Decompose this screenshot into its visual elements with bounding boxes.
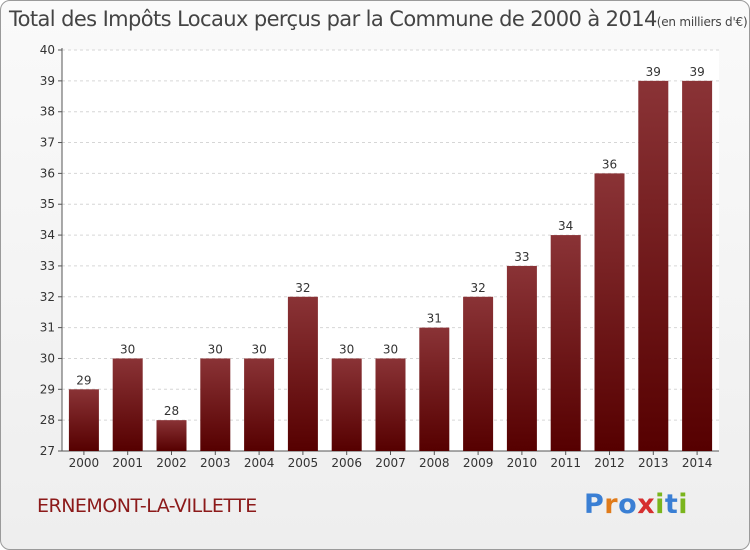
x-tick-label-2012: 2012 [594, 456, 625, 470]
x-tick-label-2008: 2008 [419, 456, 450, 470]
logo-letter: r [604, 489, 619, 520]
x-tick-label-2004: 2004 [244, 456, 275, 470]
data-label-2008: 31 [427, 312, 442, 326]
x-tick-label-2013: 2013 [638, 456, 669, 470]
bar-2007 [375, 358, 406, 451]
y-tick-label: 36 [40, 166, 55, 180]
proxiti-logo: Proxiti [584, 489, 688, 520]
x-tick-label-2011: 2011 [550, 456, 581, 470]
x-tick-label-2007: 2007 [375, 456, 406, 470]
x-tick-label-2000: 2000 [69, 456, 100, 470]
data-label-2009: 32 [470, 281, 485, 295]
y-tick-label: 35 [40, 197, 55, 211]
y-tick-label: 28 [40, 413, 55, 427]
y-tick-label: 30 [40, 351, 55, 365]
logo-letter: t [664, 489, 679, 520]
y-tick-label: 40 [40, 43, 55, 57]
bar-2005 [287, 296, 318, 451]
bar-2013 [638, 80, 669, 451]
x-tick-label-2014: 2014 [682, 456, 713, 470]
data-label-2001: 30 [120, 342, 135, 356]
y-tick-label: 33 [40, 259, 55, 273]
x-tick-label-2003: 2003 [200, 456, 231, 470]
logo-letter: P [584, 489, 605, 520]
bar-2008 [419, 327, 450, 451]
bar-2011 [550, 235, 581, 451]
x-tick-label-2006: 2006 [331, 456, 362, 470]
x-tick-label-2002: 2002 [156, 456, 187, 470]
commune-name: ERNEMONT-LA-VILLETTE [37, 495, 257, 517]
logo-letter: i [678, 489, 689, 520]
y-tick-label: 32 [40, 290, 55, 304]
x-tick-label-2010: 2010 [507, 456, 538, 470]
data-label-2005: 32 [295, 281, 310, 295]
data-label-2004: 30 [251, 342, 266, 356]
y-tick-label: 38 [40, 105, 55, 119]
y-tick-label: 37 [40, 136, 55, 150]
logo-letter: x [637, 489, 656, 520]
data-label-2007: 30 [383, 342, 398, 356]
data-label-2013: 39 [646, 65, 661, 79]
data-label-2002: 28 [164, 404, 179, 418]
bar-2000 [68, 389, 99, 451]
y-tick-label: 39 [40, 74, 55, 88]
data-label-2012: 36 [602, 157, 617, 171]
y-tick-label: 27 [40, 444, 55, 458]
data-label-2010: 33 [514, 250, 529, 264]
logo-letter: o [618, 489, 638, 520]
y-tick-label: 29 [40, 382, 55, 396]
bar-2014 [682, 80, 713, 451]
chart-title: Total des Impôts Locaux perçus par la Co… [9, 7, 748, 31]
y-tick-label: 34 [40, 228, 55, 242]
data-label-2006: 30 [339, 342, 354, 356]
logo-letter: i [655, 489, 665, 520]
y-tick-label: 31 [40, 321, 55, 335]
bar-2001 [112, 358, 143, 451]
data-label-2000: 29 [76, 373, 91, 387]
data-label-2014: 39 [689, 65, 704, 79]
bar-2012 [594, 173, 625, 451]
bar-2003 [200, 358, 231, 451]
x-tick-label-2009: 2009 [463, 456, 494, 470]
chart-title-text: Total des Impôts Locaux perçus par la Co… [9, 7, 657, 31]
bar-2002 [156, 420, 187, 451]
data-label-2011: 34 [558, 219, 573, 233]
x-tick-label-2005: 2005 [288, 456, 319, 470]
x-tick-label-2001: 2001 [112, 456, 143, 470]
chart-unit-note: (en milliers d'€) [656, 15, 748, 29]
bar-2006 [331, 358, 362, 451]
bar-2010 [506, 265, 537, 451]
data-label-2003: 30 [208, 342, 223, 356]
bar-2009 [463, 296, 494, 451]
bar-2004 [244, 358, 275, 451]
